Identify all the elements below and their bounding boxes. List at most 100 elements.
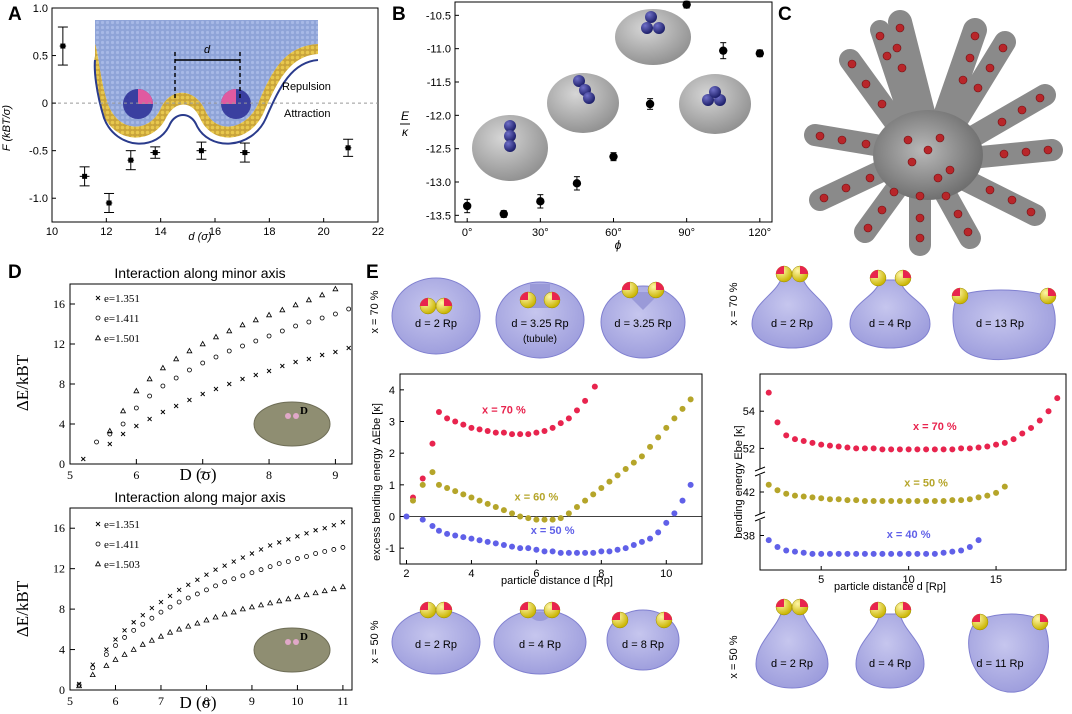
- d-point: [149, 615, 155, 621]
- d-point: [331, 522, 337, 528]
- d-point: [265, 311, 273, 318]
- a-xtick-label: 22: [372, 226, 384, 238]
- d-point: [194, 619, 201, 626]
- c-particle: [819, 193, 829, 203]
- d-point: [293, 323, 299, 329]
- e-right-point: [791, 492, 798, 499]
- e-right-ytick-label: 52: [743, 443, 755, 455]
- c-particle: [935, 133, 945, 143]
- e-particle-patch: [776, 599, 784, 607]
- d-inset-particle: [293, 413, 299, 419]
- e-left-point: [419, 481, 426, 488]
- d-point: [340, 519, 346, 525]
- d-point: [333, 311, 338, 317]
- b-xtick-label: 90°: [678, 227, 695, 239]
- c-particle: [865, 173, 875, 183]
- d-point: [113, 637, 118, 642]
- d-point: [120, 407, 127, 414]
- e-right-point: [818, 441, 825, 448]
- d-top-ylabel: ΔE/kBT: [13, 354, 32, 411]
- b-ytick-label: -12.5: [426, 144, 451, 156]
- e-vesicle: [600, 285, 686, 359]
- e-right-axis-break: [756, 469, 764, 475]
- d-xtick-label: 9: [249, 694, 255, 708]
- c-particle: [953, 209, 963, 219]
- d-point: [321, 587, 328, 594]
- b-ytick-label: -13.0: [426, 177, 451, 189]
- e-left-point: [429, 469, 436, 476]
- e-left-point: [573, 504, 580, 510]
- e-left-point: [638, 538, 645, 545]
- e-left-point: [509, 543, 516, 550]
- d-point: [313, 527, 318, 533]
- e-right-point: [975, 494, 982, 501]
- e-right-point: [818, 495, 825, 502]
- d-point: [257, 601, 265, 608]
- e-particle-patch: [444, 602, 452, 610]
- e-left-point: [419, 475, 426, 482]
- e-right-point: [905, 446, 912, 453]
- e-left-point: [630, 459, 637, 466]
- e-particle-patch: [612, 612, 620, 620]
- d-point: [133, 387, 140, 394]
- c-particle: [963, 227, 973, 237]
- e-left-point: [598, 548, 605, 555]
- e-right-point: [896, 498, 903, 504]
- e-right-point: [844, 444, 851, 451]
- e-left-point: [565, 549, 572, 556]
- c-particle: [841, 183, 851, 193]
- a-point: [345, 145, 351, 151]
- e-right-point: [958, 547, 965, 554]
- d-point: [240, 343, 245, 349]
- d-point: [185, 622, 192, 629]
- e-right-point: [853, 497, 860, 504]
- c-particle: [985, 185, 995, 195]
- d-legend-marker: [95, 295, 101, 301]
- d-point: [134, 423, 139, 429]
- d-point: [346, 345, 352, 351]
- d-legend-marker: [95, 541, 101, 547]
- d-point: [139, 641, 146, 647]
- e-right-point: [765, 389, 772, 396]
- d-point: [319, 291, 326, 298]
- d-point: [267, 599, 274, 606]
- d-point: [148, 637, 155, 643]
- panel-label-c: C: [778, 4, 792, 25]
- c-particle: [875, 31, 885, 41]
- d-point: [248, 603, 256, 610]
- b-point: [462, 201, 472, 211]
- a-point: [106, 200, 112, 206]
- d-point: [322, 549, 328, 554]
- panel-d-top-chart: Interaction along minor axis D (σ) ΔE/kB…: [13, 265, 353, 484]
- e-right-point: [984, 492, 991, 499]
- d-point: [167, 593, 173, 599]
- d-ytick-label: 12: [53, 337, 65, 351]
- b-xtick-label: 120°: [748, 227, 771, 239]
- c-particle: [895, 23, 905, 33]
- c-particle: [847, 59, 857, 69]
- b-xtick-label: 60°: [605, 227, 622, 239]
- d-top-title: Interaction along minor axis: [114, 265, 285, 281]
- b-bead: [504, 140, 516, 152]
- b-ytick-label: -11.0: [427, 44, 451, 56]
- e-row-label-top-right: x = 70 %: [728, 282, 740, 325]
- e-left-point: [492, 504, 499, 510]
- d-point: [258, 547, 264, 552]
- e-right-axis-break: [754, 516, 766, 522]
- d-xtick-label: 8: [203, 694, 209, 708]
- e-left-point: [492, 429, 499, 436]
- e-particle-patch: [870, 270, 878, 278]
- a-ytick-label: -0.5: [29, 146, 48, 158]
- d-ytick-label: 0: [59, 457, 65, 471]
- d-point: [239, 605, 246, 612]
- e-right-point: [844, 550, 851, 557]
- d-point: [294, 593, 301, 600]
- b-bead: [645, 11, 657, 23]
- d-inset-vesicle: [253, 627, 331, 673]
- d-legend-marker: [94, 560, 102, 567]
- e-left-ytick-label: 1: [389, 480, 395, 492]
- panel-e: x = 70 % x = 70 % x = 50 % x = 50 % d = …: [369, 265, 1067, 693]
- c-particle: [1021, 147, 1031, 157]
- d-legend-label: e=1.411: [104, 539, 139, 551]
- b-xlabel: ϕ: [615, 238, 622, 252]
